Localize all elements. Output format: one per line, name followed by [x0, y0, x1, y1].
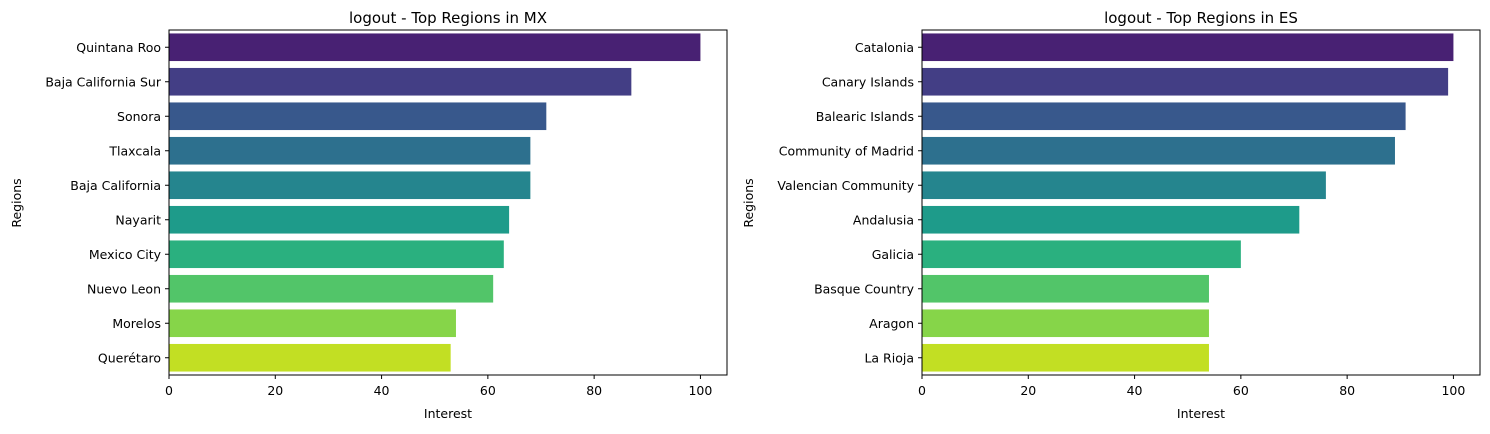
bar: [922, 33, 1454, 62]
chart-mx: logout - Top Regions in MX Quintana Roo B…: [9, 9, 728, 421]
bar: [922, 205, 1300, 234]
y-tick-label: Morelos: [112, 316, 161, 331]
y-tick-label: Aragon: [869, 316, 914, 331]
y-tick-label: Baja California Sur: [45, 74, 162, 89]
y-tick-label: La Rioja: [864, 350, 914, 365]
bar: [922, 309, 1209, 338]
x-tick-label: 60: [480, 383, 496, 398]
bar: [169, 171, 531, 200]
x-tick-labels-es: 0 20 40 60 80 100: [918, 375, 1465, 398]
bars-mx: [169, 33, 701, 372]
x-tick-label: 80: [586, 383, 602, 398]
bar: [922, 136, 1395, 165]
y-tick-label: Quintana Roo: [76, 40, 161, 55]
bar: [922, 102, 1406, 131]
y-tick-label: Mexico City: [89, 247, 162, 262]
bar: [169, 33, 701, 62]
bar: [169, 67, 632, 96]
bar: [169, 136, 531, 165]
y-tick-labels-mx: Quintana Roo Baja California Sur Sonora Tla…: [45, 40, 169, 365]
x-tick-label: 80: [1339, 383, 1355, 398]
bar: [922, 171, 1326, 200]
bar: [169, 343, 451, 372]
y-tick-label: Community of Madrid: [779, 143, 914, 158]
y-tick-labels-es: Catalonia Canary Islands Balearic Islands C…: [777, 40, 922, 365]
bar: [922, 240, 1241, 269]
x-tick-label: 60: [1233, 383, 1249, 398]
chart-title: logout - Top Regions in MX: [349, 9, 547, 27]
y-tick-label: Galicia: [872, 247, 914, 262]
x-tick-label: 20: [267, 383, 283, 398]
y-tick-label: Canary Islands: [822, 74, 914, 89]
chart-es: logout - Top Regions in ES Catalonia Cana…: [741, 9, 1481, 421]
y-tick-label: Tlaxcala: [108, 143, 161, 158]
x-tick-label: 0: [918, 383, 926, 398]
x-tick-label: 100: [688, 383, 712, 398]
y-tick-label: Baja California: [70, 178, 161, 193]
plot-frame: [168, 29, 728, 376]
bar: [922, 67, 1449, 96]
y-axis-label: Regions: [741, 178, 756, 227]
y-tick-label: Querétaro: [98, 350, 161, 365]
x-tick-label: 20: [1020, 383, 1036, 398]
x-axis-label: Interest: [424, 406, 472, 421]
y-tick-label: Sonora: [117, 109, 161, 124]
x-tick-labels-mx: 0 20 40 60 80 100: [165, 375, 712, 398]
bars-es: [922, 33, 1454, 372]
x-tick-label: 0: [165, 383, 173, 398]
bar: [169, 205, 510, 234]
plot-frame: [921, 29, 1481, 376]
bar: [169, 240, 504, 269]
y-tick-label: Valencian Community: [777, 178, 914, 193]
bar: [169, 102, 547, 131]
bar: [922, 274, 1209, 303]
bar: [922, 343, 1209, 372]
y-tick-label: Catalonia: [855, 40, 914, 55]
x-tick-label: 40: [374, 383, 390, 398]
y-tick-label: Balearic Islands: [816, 109, 914, 124]
x-tick-label: 40: [1127, 383, 1143, 398]
x-tick-label: 100: [1441, 383, 1465, 398]
y-tick-label: Nayarit: [115, 212, 161, 227]
chart-title: logout - Top Regions in ES: [1104, 9, 1298, 27]
bar: [169, 274, 494, 303]
y-tick-label: Basque Country: [814, 281, 915, 296]
x-axis-label: Interest: [1177, 406, 1225, 421]
bar: [169, 309, 456, 338]
y-tick-label: Andalusia: [853, 212, 914, 227]
y-tick-label: Nuevo Leon: [87, 281, 161, 296]
y-axis-label: Regions: [9, 178, 24, 227]
